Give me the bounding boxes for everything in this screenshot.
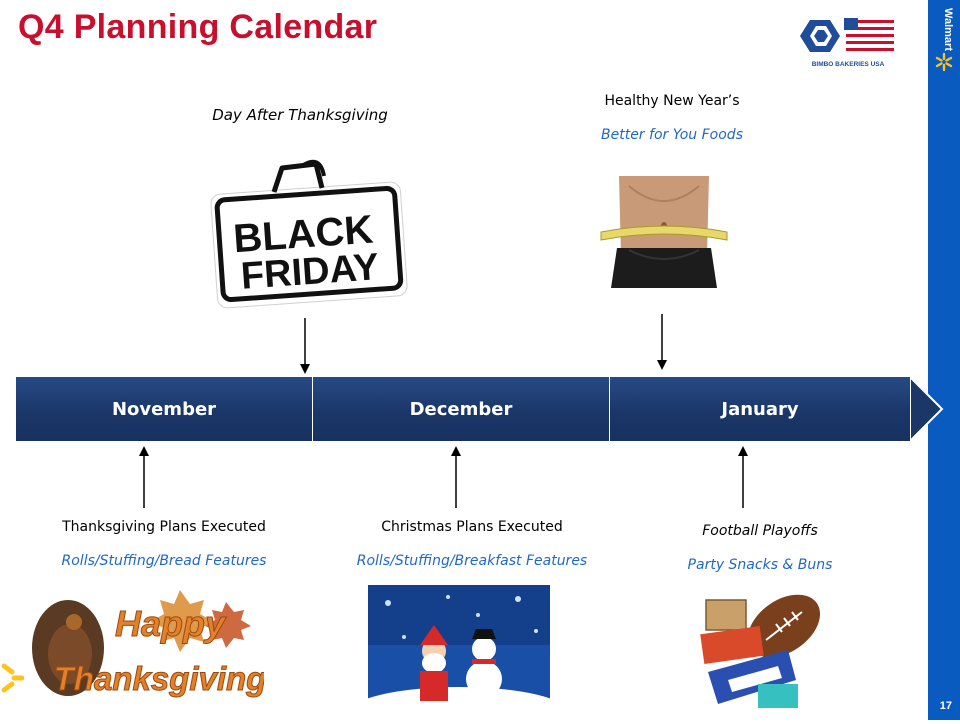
timeline-arrow-icon	[909, 374, 944, 444]
walmart-sidebar	[928, 0, 960, 720]
walmart-spark-partial-icon	[0, 658, 25, 698]
christmas-image	[349, 585, 569, 724]
month-timeline: November December January	[16, 377, 910, 441]
black-friday-text-1: BLACK	[232, 208, 375, 262]
black-friday-title: Day After Thanksgiving	[212, 106, 388, 124]
christmas-subtitle: Rolls/Stuffing/Breakfast Features	[356, 553, 588, 569]
walmart-wordmark: Walmart	[942, 8, 954, 51]
new-year-arrow	[655, 314, 669, 372]
football-subtitle: Party Snacks & Buns	[687, 557, 833, 573]
healthy-waist-image	[599, 176, 729, 288]
football-party-image	[688, 580, 828, 716]
page-number: 17	[939, 700, 952, 712]
walmart-spark-icon	[934, 52, 954, 72]
new-year-subtitle: Better for You Foods	[601, 127, 743, 143]
black-friday-text-2: FRIDAY	[240, 246, 381, 298]
christmas-arrow	[449, 446, 463, 510]
christmas-title: Christmas Plans Executed	[381, 519, 563, 535]
logo-text: BIMBO BAKERIES USA	[812, 61, 885, 68]
black-friday-image: BLACK FRIDAY	[204, 150, 414, 310]
thanksgiving-subtitle: Rolls/Stuffing/Bread Features	[61, 553, 267, 569]
thanksgiving-text: Thanksgiving	[54, 660, 264, 697]
black-friday-arrow	[298, 318, 312, 376]
happy-text: Happy	[115, 603, 227, 644]
timeline-month-november: November	[16, 377, 313, 441]
football-arrow	[736, 446, 750, 510]
new-year-title: Healthy New Year’s	[604, 93, 740, 109]
football-title: Football Playoffs	[702, 523, 818, 539]
timeline-month-january: January	[610, 377, 910, 441]
page-title: Q4 Planning Calendar	[18, 8, 378, 46]
bimbo-logo: BIMBO BAKERIES USA	[800, 14, 896, 70]
happy-thanksgiving-image: Happy Thanksgiving	[30, 582, 267, 712]
thanksgiving-title: Thanksgiving Plans Executed	[62, 519, 266, 535]
timeline-month-december: December	[313, 377, 610, 441]
thanksgiving-arrow	[137, 446, 151, 510]
